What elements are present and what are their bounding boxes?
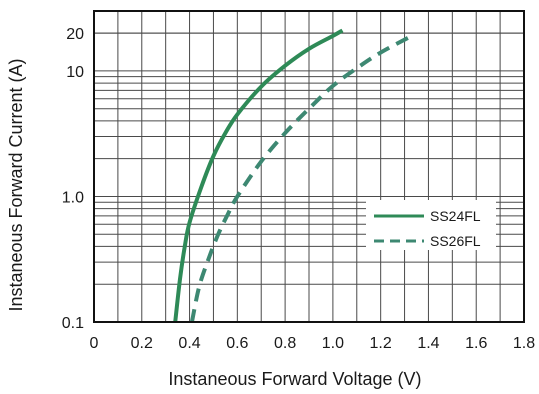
x-tick-label: 0.6 [226,335,248,352]
legend-box [366,200,496,250]
legend-label-ss24fl: SS24FL [430,208,481,224]
legend: SS24FL SS26FL [366,200,496,250]
series-line-ss26fl [189,34,413,323]
x-tick-label: 0 [90,335,99,352]
x-tick-label: 1.6 [465,335,487,352]
x-tick-label: 0.2 [131,335,153,352]
y-tick-label: 10 [66,64,84,81]
series-line-ss24fl [173,28,344,323]
y-axis-title: Instaneous Forward Current (A) [6,58,26,311]
legend-label-ss26fl: SS26FL [430,233,481,249]
x-tick-label: 0.4 [178,335,200,352]
y-tick-label: 1.0 [62,189,84,206]
y-tick-label: 20 [66,26,84,43]
y-tick-label: 0.1 [62,315,84,332]
x-tick-labels: 0 0.2 0.4 0.6 0.8 1.0 1.2 1.4 1.6 1.8 [90,335,536,352]
x-tick-label: 1.4 [417,335,439,352]
y-tick-labels: 0.1 1.0 10 20 [62,26,84,332]
plot-frame [93,10,525,323]
x-axis-title: Instaneous Forward Voltage (V) [168,369,421,389]
x-tick-label: 1.8 [513,335,535,352]
x-tick-label: 0.8 [274,335,296,352]
x-tick-label: 1.2 [370,335,392,352]
series-layer [173,28,413,323]
x-tick-label: 1.0 [322,335,344,352]
